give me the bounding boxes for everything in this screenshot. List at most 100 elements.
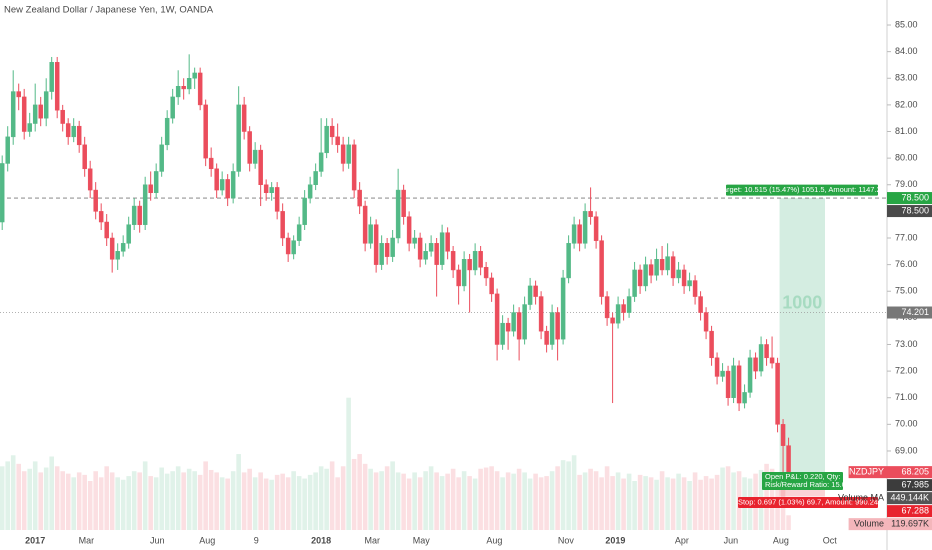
price-axis (887, 0, 932, 550)
candle-body (522, 304, 527, 340)
volume-bar (115, 477, 120, 530)
candle-body (76, 125, 82, 146)
candle-body (390, 237, 395, 257)
volume-bar (384, 466, 390, 530)
volume-bar (571, 455, 577, 530)
candle-body (665, 256, 670, 271)
candle-body (582, 211, 588, 244)
volume-bar (439, 476, 445, 530)
candle-body (412, 237, 417, 244)
volume-bar (159, 467, 164, 530)
candle-body (384, 243, 390, 257)
candle-body (654, 259, 659, 276)
volume-bar (186, 468, 192, 530)
y-tick-label: 70.00 (895, 419, 918, 429)
candle-body (164, 117, 170, 146)
position-label-box (738, 497, 878, 509)
volume-bar (137, 472, 142, 530)
candle-body (302, 197, 307, 225)
candle-body (115, 251, 120, 260)
volume-bar (335, 477, 340, 530)
candle-body (472, 251, 478, 271)
volume-bar (71, 477, 76, 530)
volume-bar (131, 471, 137, 530)
x-tick-label: 2019 (605, 535, 625, 545)
volume-bar (654, 479, 659, 530)
volume-bar (362, 463, 368, 530)
candle-body (346, 144, 351, 164)
candle-body (500, 322, 505, 345)
candle-body (181, 86, 186, 90)
series-name: Volume (854, 519, 884, 529)
candle-body (494, 293, 500, 345)
volume-bar (516, 468, 522, 530)
volume-bar (280, 473, 285, 530)
volume-bar (373, 472, 379, 530)
candle-body (71, 125, 76, 138)
candle-body (247, 131, 252, 164)
volume-bar (648, 477, 654, 530)
volume-bar (522, 472, 527, 530)
price-marker-box (887, 492, 932, 505)
candle-body (753, 357, 758, 372)
volume-bar (109, 472, 115, 530)
axis-layer: 69.0070.0071.0072.0073.0074.0075.0076.00… (25, 19, 932, 545)
volume-bar (208, 469, 214, 530)
volume-bar (714, 474, 720, 530)
volume-bar (544, 476, 549, 530)
volume-bar (263, 478, 269, 530)
candle-body (478, 251, 483, 268)
y-tick-label: 76.00 (895, 259, 918, 269)
series-name-box (848, 518, 887, 531)
y-tick-label: 82.00 (895, 99, 918, 109)
volume-bar (49, 456, 54, 530)
volume-bar (16, 463, 21, 530)
pnl-label: Open P&L: 0.220, Qty: 14 (765, 472, 851, 481)
candle-body (60, 109, 65, 124)
volume-bar (93, 471, 98, 530)
price-marker-label: 449.144K (890, 493, 929, 503)
volume-bar (126, 476, 131, 530)
volume-bar (456, 477, 461, 530)
position-label-box (726, 184, 878, 196)
candle-body (709, 330, 714, 359)
candle-body (159, 144, 164, 172)
y-tick-label: 84.00 (895, 46, 918, 56)
candle-body (731, 365, 736, 398)
volume-bar (379, 471, 384, 530)
candle-body (648, 264, 654, 276)
volume-bar (670, 478, 676, 530)
x-tick-label: Mar (365, 535, 381, 545)
x-tick-label: 2018 (311, 535, 331, 545)
candle-body (186, 78, 192, 90)
rr-label: Risk/Reward Ratio: 15.09 (765, 480, 850, 489)
volume-bar (269, 479, 274, 530)
candle-body (65, 123, 71, 138)
volume-bar (500, 477, 505, 530)
price-marker-label: 74.201 (901, 307, 929, 317)
candle-body (285, 237, 291, 255)
candle-body (406, 216, 412, 244)
candle-body (307, 184, 313, 199)
volume-bar (494, 471, 500, 530)
volume-bar (148, 476, 153, 530)
x-tick-label: May (413, 535, 431, 545)
volume-bar (236, 454, 241, 530)
y-tick-label: 81.00 (895, 126, 918, 136)
candle-body (599, 240, 604, 297)
volume-bar (313, 472, 318, 530)
price-marker-box (887, 466, 932, 479)
candle-body (676, 269, 681, 279)
volume-bar (65, 473, 71, 530)
volume-bar (340, 466, 346, 530)
candle-body (423, 251, 428, 260)
volume-bar (406, 478, 412, 530)
candle-body (610, 317, 615, 324)
plot-area: 1000 Target: 10.515 (15.47%) 1051.5, Amou… (0, 54, 887, 530)
volume-bar (153, 477, 159, 530)
candle-body (373, 224, 379, 265)
volume-bar (428, 466, 434, 530)
volume-bar (0, 466, 5, 530)
target-zone (779, 198, 825, 478)
x-tick-label: Jun (724, 535, 739, 545)
